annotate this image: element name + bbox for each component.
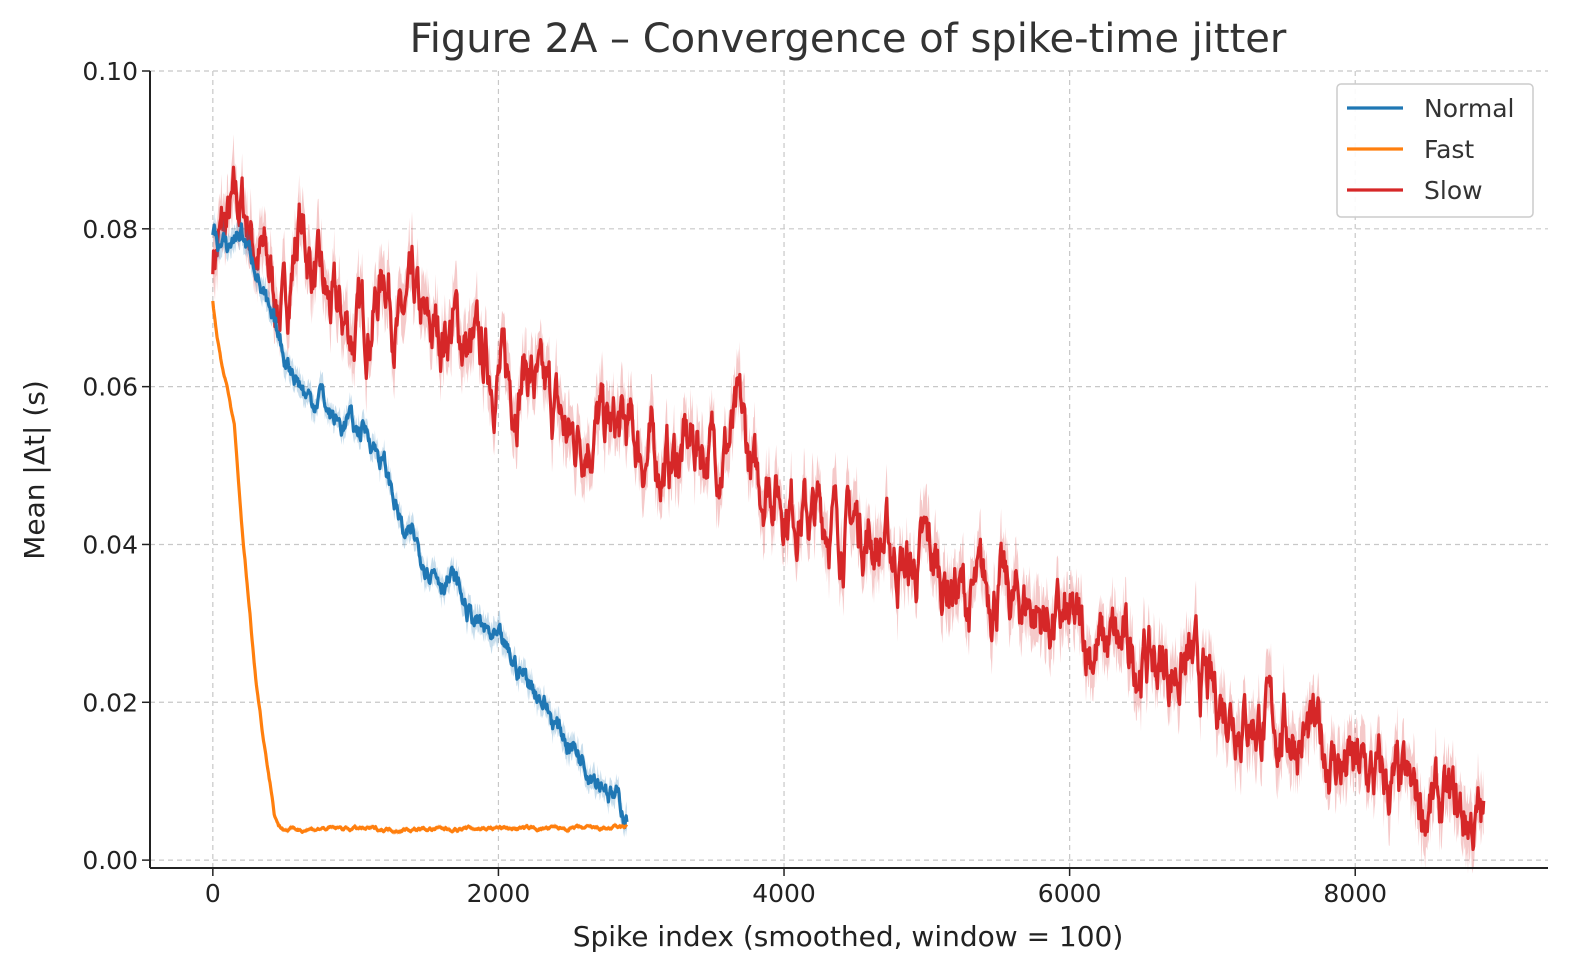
x-tick-label: 4000 xyxy=(752,879,816,908)
series-line-normal xyxy=(211,222,629,830)
axes xyxy=(149,71,1548,869)
legend: Normal Fast Slow xyxy=(1336,83,1534,218)
y-tick-label: 0.02 xyxy=(82,688,138,717)
x-tick-label: 0 xyxy=(205,879,221,908)
y-tick-label: 0.06 xyxy=(82,373,138,402)
x-tick-label: 2000 xyxy=(467,879,531,908)
legend-label-normal: Normal xyxy=(1424,94,1514,123)
legend-label-fast: Fast xyxy=(1424,135,1474,164)
legend-box xyxy=(1336,83,1534,218)
plot-series xyxy=(211,134,1486,874)
y-axis-title: Mean |Δt| (s) xyxy=(18,380,51,560)
x-tick-label: 6000 xyxy=(1038,879,1102,908)
y-tick-label: 0.10 xyxy=(82,57,138,86)
axis-ticks: 0 2000 4000 6000 8000 0.00 0.02 0.04 0.06 0.08 0.1… xyxy=(82,57,1387,908)
y-tick-label: 0.00 xyxy=(82,846,138,875)
y-tick-label: 0.08 xyxy=(82,215,138,244)
series-band-normal xyxy=(212,211,627,838)
series-line-fast xyxy=(211,300,629,834)
legend-label-slow: Slow xyxy=(1424,176,1483,205)
x-axis-title: Spike index (smoothed, window = 100) xyxy=(573,920,1124,953)
x-tick-label: 8000 xyxy=(1323,879,1387,908)
series-line-slow xyxy=(211,165,1486,852)
chart-title: Figure 2A – Convergence of spike-time ji… xyxy=(410,16,1287,62)
y-tick-label: 0.04 xyxy=(82,530,138,559)
